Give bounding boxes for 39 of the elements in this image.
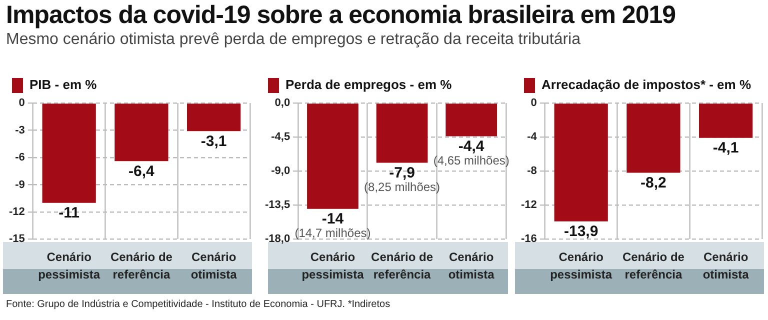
y-tick-label: -4,5 xyxy=(271,131,290,144)
x-tick-label: Cenário de referência xyxy=(622,250,685,282)
data-label: -3,1 xyxy=(200,132,227,150)
y-tick-label: -13,5 xyxy=(264,199,290,212)
source-note: Fonte: Grupo de Indústria e Competitividade - Instituto de Economia - UFRJ. *Indiretos xyxy=(6,299,390,310)
legend-label: PIB - em % xyxy=(30,77,98,92)
y-tick-label: 0 xyxy=(530,97,537,110)
x-tick-label: Cenário otimista xyxy=(702,250,750,282)
legend-label: Arrecadação de impostos* - em % xyxy=(542,77,752,92)
data-label: -4,1 xyxy=(712,140,739,157)
x-tick-label: Cenário pessimista xyxy=(302,250,364,282)
y-tick-label: -6 xyxy=(15,152,25,164)
x-tick-label: Cenário de referência xyxy=(371,250,434,282)
data-label: -13,9 xyxy=(564,222,598,240)
y-tick-label: -8 xyxy=(527,165,537,178)
y-tick-label: -9,0 xyxy=(271,165,290,178)
text: Mesmo cenário otimista prevê perda de empregos e retração da receita tributária xyxy=(6,30,582,50)
y-tick-label: -12 xyxy=(520,199,537,212)
data-label: -14 (14,7 milhões) xyxy=(294,210,371,240)
y-tick-label: -9 xyxy=(15,178,25,191)
y-tick-label: -4 xyxy=(527,131,538,144)
x-tick-label: Cenário de referência xyxy=(110,250,173,282)
y-tick-label: -18,0 xyxy=(264,233,290,246)
y-tick-label: -15 xyxy=(8,233,25,246)
y-tick-label: 0,0 xyxy=(274,97,290,110)
data-label: -8,2 xyxy=(640,174,666,192)
data-label: -11 xyxy=(58,204,80,222)
text: Impactos da covid-19 sobre a economia brasileira em 2019 xyxy=(6,0,676,30)
y-tick-label: 0 xyxy=(18,97,25,110)
x-tick-label: Cenário otimista xyxy=(448,250,495,282)
y-tick-label: -16 xyxy=(520,233,537,246)
y-tick-label: -12 xyxy=(8,206,25,218)
x-tick-label: Cenário pessimista xyxy=(550,250,612,282)
data-label: -4,4 (4,65 milhões) xyxy=(433,138,510,168)
legend-label: Perda de empregos - em % xyxy=(286,77,452,92)
x-tick-label: Cenário pessimista xyxy=(38,250,100,282)
y-tick-label: -3 xyxy=(15,124,25,136)
x-tick-label: Cenário otimista xyxy=(190,250,238,282)
data-label: -6,4 xyxy=(128,162,156,180)
